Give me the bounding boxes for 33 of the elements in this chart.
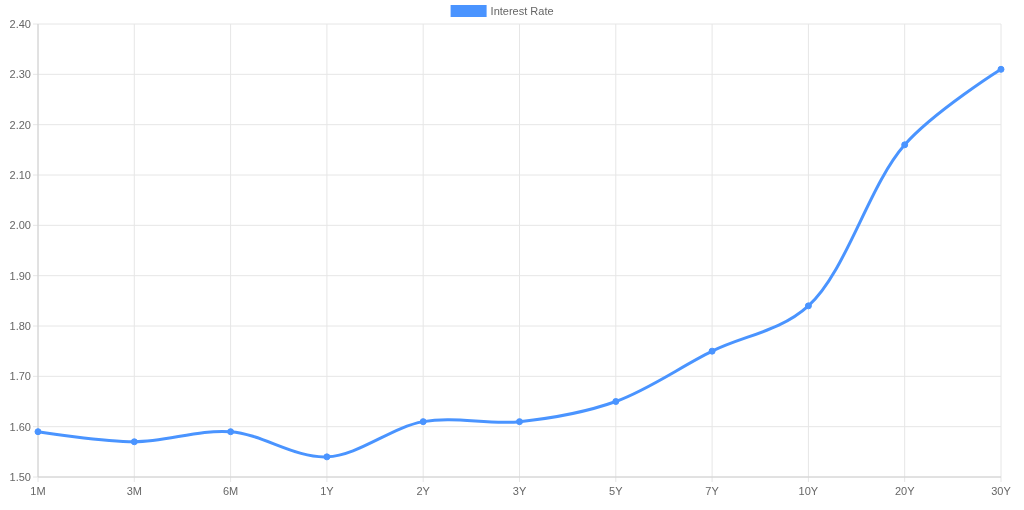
x-tick-label: 2Y: [416, 485, 431, 497]
legend-label: Interest Rate: [490, 4, 554, 17]
point: [227, 428, 235, 436]
y-tick-label: 1.80: [9, 319, 31, 332]
point: [997, 65, 1005, 73]
point: [612, 398, 620, 405]
y-tick-label: 1.50: [9, 470, 31, 483]
point: [516, 418, 523, 426]
point: [901, 141, 909, 149]
point: [804, 302, 812, 310]
x-tick-label: 30Y: [991, 485, 1012, 497]
x-tick-label: 20Y: [894, 485, 916, 497]
point: [419, 418, 427, 426]
x-tick-label: 3Y: [512, 485, 527, 497]
x-tick-label: 7Y: [705, 485, 720, 497]
y-tick-label: 2.10: [9, 168, 31, 181]
point: [323, 453, 331, 461]
y-tick-label: 2.40: [9, 17, 31, 30]
y-tick-label: 1.90: [9, 269, 31, 282]
x-tick-label: 10Y: [798, 485, 819, 497]
y-tick-label: 2.20: [9, 118, 31, 131]
point: [708, 347, 716, 355]
point: [34, 428, 42, 436]
x-tick-label: 3M: [126, 485, 142, 497]
x-tick-label: 5Y: [609, 485, 624, 497]
y-tick-label: 1.60: [9, 420, 31, 433]
y-tick-label: 2.00: [9, 219, 31, 232]
point: [130, 438, 138, 446]
x-tick-label: 1M: [30, 485, 46, 497]
x-tick-label: 1Y: [320, 485, 335, 497]
y-tick-label: 1.70: [9, 370, 31, 383]
y-tick-label: 2.30: [9, 68, 31, 81]
x-tick-label: 6M: [222, 485, 239, 497]
